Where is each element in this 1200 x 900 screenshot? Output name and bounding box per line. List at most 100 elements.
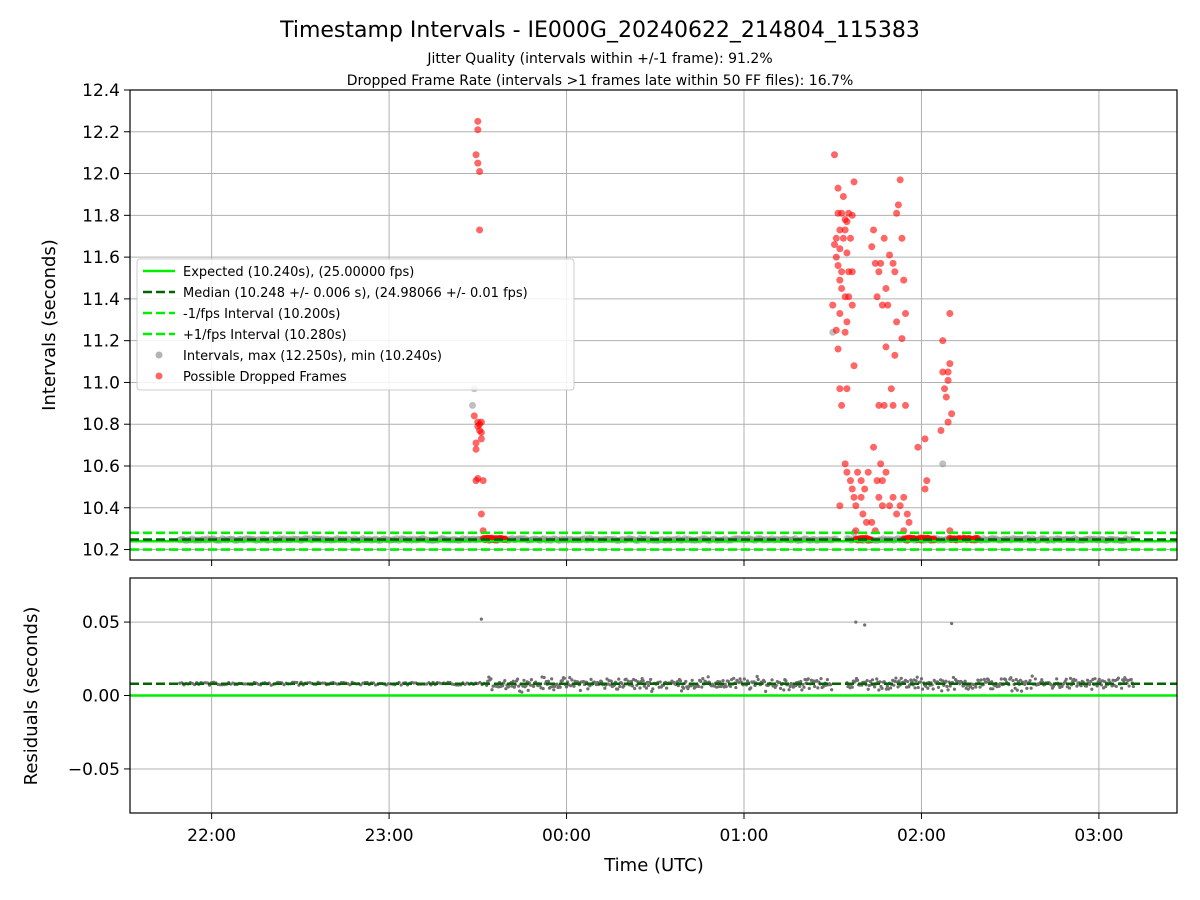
residual-point (899, 676, 903, 680)
residual-point (855, 678, 860, 682)
legend-label: Median (10.248 +/- 0.006 s), (24.98066 +… (183, 286, 528, 301)
x-tick-label: 23:00 (365, 826, 414, 846)
dropped-frame-point (846, 477, 854, 485)
residual-point (819, 677, 823, 681)
residual-point (721, 678, 725, 683)
dropped-frame-point (479, 477, 487, 485)
interval-point (939, 460, 947, 468)
residual-point (755, 674, 759, 679)
residual-point (665, 686, 669, 690)
residual-point (646, 683, 651, 688)
residual-outlier (479, 617, 483, 621)
dropped-frame-point (476, 167, 484, 175)
intervals-y-tick-label: 10.2 (82, 541, 120, 561)
dropped-frame-point (857, 493, 865, 501)
dropped-frame-point (477, 435, 485, 443)
residual-point (918, 680, 922, 684)
residual-point (586, 687, 590, 691)
dropped-frame-point (891, 351, 899, 359)
dropped-frame-point (921, 485, 929, 493)
dropped-frame-point (882, 468, 890, 476)
residual-point (1120, 686, 1124, 690)
dropped-frame-point (886, 251, 894, 259)
residual-point (1090, 687, 1094, 691)
dropped-frame-point (944, 368, 952, 376)
residual-point (560, 679, 564, 683)
residual-point (1089, 679, 1093, 683)
residual-point (649, 677, 653, 682)
dropped-frame-point (878, 502, 886, 510)
legend: Expected (10.240s), (25.00000 fps) Median… (136, 258, 575, 391)
residual-point (726, 679, 730, 683)
dropped-frame-point (939, 337, 947, 345)
dropped-frame-point (875, 268, 883, 276)
dropped-frame-point (474, 126, 482, 134)
dropped-frame-point (848, 301, 856, 309)
residuals-panel: 22:00 23:00 00:00 01:00 02:00 03:00 −0.05 0.00 0… (68, 577, 1178, 846)
residual-point (682, 686, 686, 690)
dropped-frame-point (893, 510, 901, 518)
residual-point (1116, 676, 1121, 680)
intervals-y-tick-label: 10.8 (82, 415, 120, 435)
residual-point (749, 686, 753, 690)
residual-point (511, 679, 515, 683)
dropped-frame-point (900, 276, 908, 284)
residual-point (522, 678, 526, 682)
dropped-frame-point (838, 401, 846, 409)
residual-point (865, 679, 869, 683)
residual-point (1025, 686, 1029, 690)
residual-point (1010, 689, 1014, 693)
residuals-y-tick-label: 0.00 (82, 687, 120, 707)
residual-point (517, 684, 521, 688)
dropped-frame-point (832, 253, 840, 261)
residual-point (696, 684, 701, 689)
dropped-frame-point (898, 335, 906, 343)
residual-point (504, 687, 508, 691)
residual-point (684, 679, 688, 684)
residual-point (1028, 678, 1032, 683)
residual-point (644, 686, 649, 690)
residual-point (944, 679, 948, 683)
residual-point (896, 685, 900, 689)
x-tick-label: 01:00 (720, 826, 769, 846)
dropped-frame-point (889, 493, 897, 501)
dropped-frame-point (941, 385, 949, 393)
dropped-frame-point (870, 226, 878, 234)
residual-point (624, 677, 628, 681)
residual-point (788, 684, 792, 689)
residual-point (678, 679, 683, 683)
residuals-axis-label: Residuals (seconds) (21, 607, 42, 786)
residual-point (894, 676, 898, 680)
dropped-frame-point (477, 429, 485, 437)
dropped-frame-point (843, 318, 851, 326)
residual-point (526, 688, 530, 692)
residual-point (638, 686, 642, 690)
residual-point (770, 678, 774, 682)
dropped-frame-point (871, 259, 879, 267)
residual-point (1064, 677, 1068, 681)
dropped-frame-point (852, 502, 860, 510)
residual-point (478, 680, 482, 685)
residual-point (1074, 678, 1078, 682)
residual-point (641, 679, 645, 683)
residual-point (633, 686, 637, 691)
residual-point (490, 688, 494, 692)
dropped-frame-point (474, 422, 482, 430)
dropped-frame-point (873, 293, 881, 301)
intervals-y-tick-label: 12.2 (82, 123, 120, 143)
residual-point (906, 679, 910, 684)
dropped-frame-point (884, 301, 892, 309)
dropped-frame-point (948, 410, 956, 418)
dropped-frame-point (472, 445, 480, 453)
residual-point (570, 678, 574, 682)
legend-label: Possible Dropped Frames (183, 370, 347, 385)
residual-point (728, 684, 733, 688)
residual-point (562, 676, 567, 680)
residual-point (1088, 682, 1092, 686)
residual-point (1018, 678, 1023, 682)
residual-point (978, 685, 982, 689)
interval-point (468, 401, 476, 409)
residual-point (787, 688, 791, 692)
residual-point (399, 683, 403, 687)
dropped-frame-point (841, 328, 849, 336)
